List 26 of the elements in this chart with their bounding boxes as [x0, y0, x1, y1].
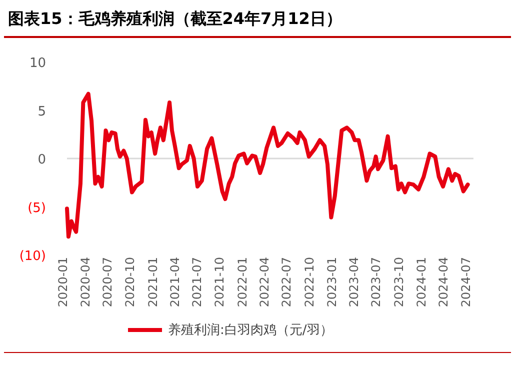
x-tick-label: 2020-10 [123, 257, 138, 308]
x-tick-label: 2020-04 [78, 257, 92, 308]
y-tick-label: (5) [28, 200, 46, 216]
x-tick-label: 2022-10 [302, 257, 316, 308]
x-tick-label: 2021-04 [168, 257, 182, 308]
x-tick-label: 2024-07 [459, 257, 473, 308]
x-tick-label: 2022-04 [257, 257, 272, 308]
y-tick-label: 10 [29, 56, 46, 71]
x-tick-label: 2021-01 [146, 257, 160, 308]
x-tick-label: 2021-07 [190, 257, 204, 308]
legend-label: 养殖利润:白羽肉鸡（元/羽） [168, 322, 333, 338]
x-tick-label: 2023-01 [324, 257, 339, 308]
x-tick-label: 2024-04 [436, 257, 451, 308]
y-tick-label: (10) [19, 249, 46, 264]
x-tick-label: 2023-04 [346, 257, 361, 308]
x-tick-label: 2020-01 [56, 257, 70, 308]
x-tick-label: 2022-07 [280, 257, 294, 308]
x-tick-label: 2023-10 [392, 257, 406, 308]
x-tick-label: 2022-01 [235, 257, 250, 308]
x-tick-label: 2023-07 [369, 257, 384, 308]
x-tick-label: 2021-10 [212, 257, 227, 308]
x-tick-label: 2024-01 [414, 257, 428, 308]
y-tick-label: 0 [38, 152, 46, 168]
chart-title: 图表15：毛鸡养殖利润（截至24年7月12日） [8, 9, 342, 28]
x-tick-label: 2020-07 [100, 257, 115, 308]
y-tick-label: 5 [38, 104, 46, 120]
